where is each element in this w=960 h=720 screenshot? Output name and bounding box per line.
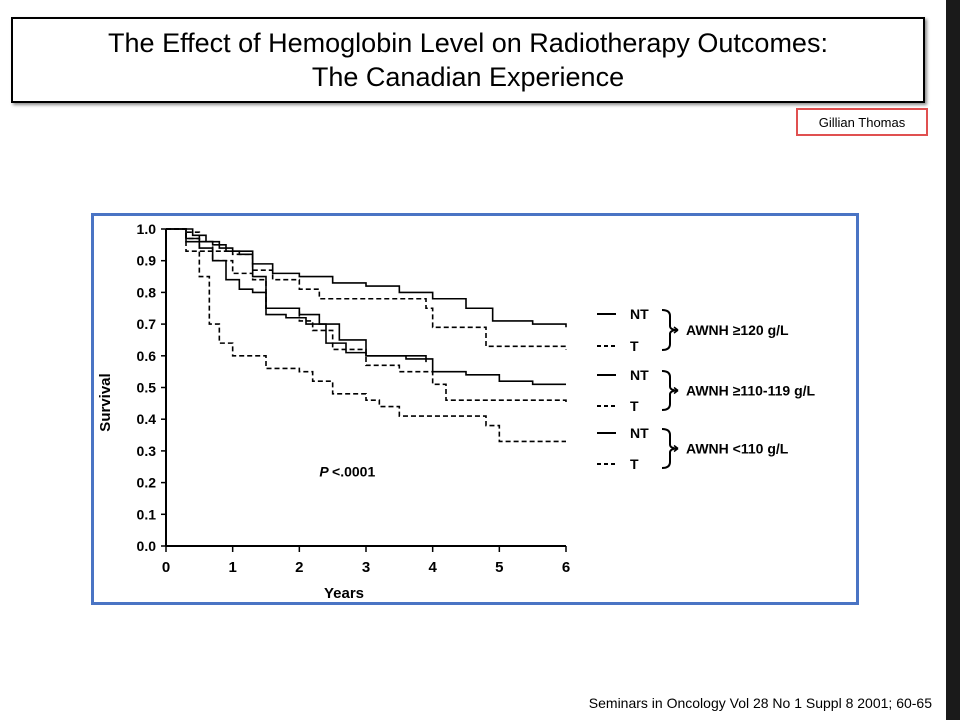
title-line-1: The Effect of Hemoglobin Level on Radiot… <box>108 28 828 58</box>
legend-label-nt: NT <box>630 367 649 383</box>
survival-curve-4 <box>166 228 567 404</box>
p-value-annotation: P <.0001 <box>319 463 375 479</box>
x-tick-label: 5 <box>495 559 503 576</box>
y-tick-label: 0.9 <box>137 253 157 269</box>
legend-label-t: T <box>630 398 639 414</box>
x-tick-label: 2 <box>295 559 303 576</box>
y-tick-label: 0.4 <box>137 411 157 427</box>
legend-group-label: AWNH ≥120 g/L <box>686 322 789 338</box>
x-axis-title: Years <box>324 585 364 602</box>
y-tick-label: 0.1 <box>137 506 157 522</box>
legend-brace <box>661 428 679 469</box>
legend-brace-arrow <box>673 326 679 334</box>
chart-frame: 0.0 0.1 0.2 0.3 0.4 0.5 0.6 0.7 0.8 0.9 1.0 0 1 2 3 4 5 6… <box>91 213 859 605</box>
title-line-2: The Canadian Experience <box>311 62 625 92</box>
y-axis-title: Survival <box>97 373 114 431</box>
legend-label-t: T <box>630 456 639 472</box>
legend-label-nt: NT <box>630 306 649 322</box>
legend-group-label: AWNH <110 g/L <box>686 441 789 457</box>
legend-brace <box>661 309 679 351</box>
x-tick-label: 3 <box>362 559 370 576</box>
author-label: Gillian Thomas <box>796 108 928 136</box>
y-tick-label: 0.6 <box>137 348 157 364</box>
survival-chart: 0.0 0.1 0.2 0.3 0.4 0.5 0.6 0.7 0.8 0.9 1.0 0 1 2 3 4 5 6… <box>97 221 816 602</box>
x-tick-label: 6 <box>562 559 570 576</box>
survival-curve-3 <box>166 228 566 386</box>
x-tick-label: 4 <box>428 559 437 576</box>
y-tick-label: 0.7 <box>137 316 157 332</box>
y-tick-label: 0.0 <box>137 538 157 554</box>
y-tick-label: 0.2 <box>137 475 157 491</box>
legend-brace <box>661 370 679 411</box>
y-tick-label: 0.5 <box>137 380 157 396</box>
y-tick-label: 1.0 <box>137 221 157 237</box>
citation: Seminars in Oncology Vol 28 No 1 Suppl 8… <box>588 695 932 711</box>
legend-brace-arrow <box>673 386 679 395</box>
right-edge-bar <box>946 0 960 720</box>
survival-curve-5 <box>166 228 427 363</box>
legend-label-t: T <box>630 338 639 354</box>
legend-brace-arrow <box>673 444 679 453</box>
legend-label-nt: NT <box>630 425 649 441</box>
y-tick-label: 0.3 <box>137 443 157 459</box>
legend-group-label: AWNH ≥110-119 g/L <box>686 383 816 399</box>
y-tick-label: 0.8 <box>137 284 157 300</box>
survival-curve-6 <box>166 228 566 443</box>
x-tick-label: 0 <box>162 559 170 576</box>
x-tick-label: 1 <box>228 559 236 576</box>
slide-title: The Effect of Hemoglobin Level on Radiot… <box>11 17 925 103</box>
